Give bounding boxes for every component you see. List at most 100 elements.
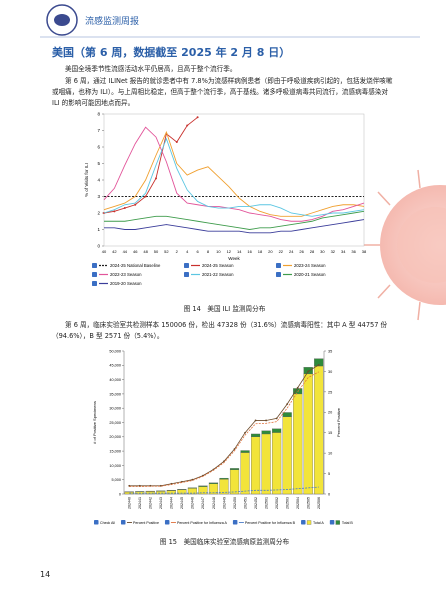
x-tick-label: 202447: [201, 497, 205, 509]
series-line: [103, 137, 365, 217]
series-line: [129, 371, 319, 488]
legend-label: 2021-22 Season: [202, 272, 234, 277]
x-tick-label: 42: [112, 249, 117, 254]
legend-checkbox[interactable]: [164, 520, 170, 525]
x-tick-label: 202441: [138, 497, 142, 509]
point: [134, 203, 137, 206]
legend-checkbox[interactable]: [232, 520, 238, 525]
y-tick-label: 5: [97, 161, 100, 166]
legend-label: Total A: [313, 521, 324, 525]
lab-chart: 0 5,000 10,000 15,000 20,000 25,000 30,000 35,0…: [92, 349, 354, 525]
x-tick-label: 202448: [212, 497, 216, 509]
legend-label: Total B: [342, 521, 354, 525]
point: [286, 403, 289, 406]
legend-label: 2023-24 Season: [294, 263, 326, 268]
bar: [282, 412, 292, 417]
y2-tick-label: 10: [328, 452, 332, 456]
y-tick-label: 7: [97, 128, 100, 133]
y-tick-label: 8: [97, 112, 100, 117]
x-tick-label: 32: [331, 249, 336, 254]
x-tick-label: 202446: [191, 497, 195, 509]
paragraph: 第 6 周，通过 ILINet 报告的就诊患者中有 7.8%为流感样病例患者（即…: [52, 77, 393, 107]
point: [196, 116, 199, 119]
legend-checkbox[interactable]: [301, 520, 306, 525]
x-tick-label: 52: [164, 249, 169, 254]
point: [244, 431, 246, 434]
y-tick-label: 4: [97, 178, 100, 183]
legend-checkbox: [92, 281, 97, 286]
x-tick-label: 40: [102, 249, 107, 254]
x-tick-label: 2: [176, 249, 179, 254]
y-tick-label: 25,000: [109, 421, 121, 425]
x-tick-label: 50: [154, 249, 159, 254]
series-line: [104, 210, 365, 230]
legend-checkbox[interactable]: [120, 520, 126, 525]
x-tick-label: 38: [362, 249, 367, 254]
point: [180, 480, 183, 483]
x-tick-label: 10: [216, 249, 221, 254]
y-tick-label: 10,000: [109, 464, 121, 468]
figure-caption: 图 14 美国 ILI 监测周分布: [183, 305, 266, 313]
x-tick-label: 28: [310, 249, 315, 254]
series-line: [103, 116, 198, 214]
y-tick-label: 15,000: [109, 450, 121, 454]
page-number: 14: [40, 570, 51, 579]
y-tick-label: 2: [97, 211, 100, 216]
x-tick-label: 20: [268, 249, 273, 254]
legend-label: Check All: [100, 521, 115, 525]
point: [307, 370, 310, 373]
legend-checkbox[interactable]: [94, 520, 99, 525]
figure-caption: 图 15 美国临床实验室流感病原监测周分布: [159, 538, 290, 546]
legend-label: Percent Positive for Influenza A: [177, 521, 228, 525]
x-tick-label: 46: [133, 249, 138, 254]
y2-tick-label: 30: [328, 370, 332, 374]
header-art: [40, 4, 420, 38]
x-tick-label: 202451: [243, 497, 247, 509]
legend-swatch: [306, 520, 312, 525]
bar: [240, 450, 250, 453]
bar: [261, 433, 271, 495]
x-tick-label: 14: [237, 249, 242, 254]
series-line: [129, 486, 319, 494]
legend-label: 2022-23 Season: [110, 272, 142, 277]
point: [175, 141, 178, 144]
section-title: 美国（第 6 周，数据截至 2025 年 2 月 8 日）: [52, 46, 291, 59]
point: [123, 207, 126, 210]
point: [186, 124, 189, 127]
legend-checkbox[interactable]: [329, 520, 335, 525]
x-tick-label: 48: [143, 249, 148, 254]
y-tick-label: 40,000: [109, 378, 121, 382]
point: [317, 363, 320, 366]
header-title: 流感监测周报: [85, 17, 140, 27]
legend-label: Percent Positive: [133, 521, 159, 525]
x-tick-label: 6: [196, 249, 199, 254]
legend-checkbox: [92, 263, 97, 268]
point: [265, 419, 268, 422]
bar: [219, 478, 229, 495]
bar: [303, 373, 313, 495]
y-tick-label: 20,000: [109, 435, 121, 439]
x-tick-label: 202452: [254, 497, 258, 509]
y-axis-label: # of Positive Specimens: [92, 401, 97, 444]
bar: [272, 428, 282, 433]
paragraph: 美国全境季节性流感活动水平仍居高，且高于整个流行季。: [65, 65, 237, 73]
point: [144, 195, 147, 198]
x-tick-label: 202440: [128, 497, 132, 509]
legend-label: 2024-25 Season: [202, 263, 234, 268]
bar: [293, 393, 303, 495]
y-tick-label: 0: [119, 492, 121, 496]
legend-checkbox: [184, 272, 189, 277]
x-axis-label: Week: [228, 256, 240, 261]
paragraph: 第 6 周，临床实验室共检测样本 150006 份，检出 47328 份（31.…: [52, 321, 388, 340]
point: [233, 448, 236, 450]
x-tick-label: 34: [341, 249, 346, 254]
y2-axis-label: Percent Positive: [336, 407, 341, 437]
y2-tick-label: 25: [328, 390, 332, 394]
x-tick-label: 202443: [159, 497, 163, 509]
x-tick-label: 202444: [170, 497, 174, 509]
x-tick-label: 202503: [285, 497, 289, 509]
bar: [314, 358, 324, 367]
y2-tick-label: 20: [328, 411, 332, 415]
x-tick-label: 18: [258, 249, 263, 254]
